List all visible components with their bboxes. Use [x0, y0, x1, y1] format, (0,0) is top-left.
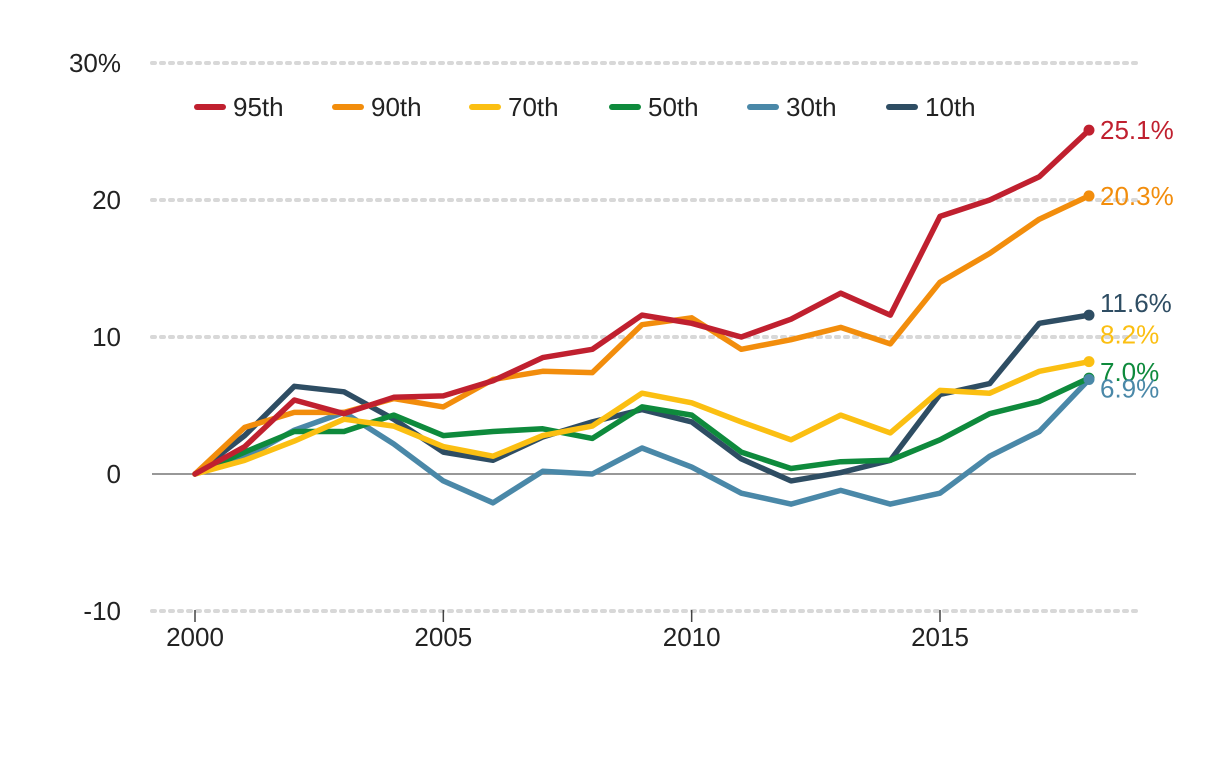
legend-label-95th: 95th: [233, 92, 284, 122]
series-line-70th: [192, 358, 1092, 477]
x-tick-label: 2015: [911, 622, 969, 652]
legend-label-70th: 70th: [508, 92, 559, 122]
y-tick-label: 0: [107, 459, 121, 489]
legend-label-50th: 50th: [648, 92, 699, 122]
end-label-30th: 6.9%: [1100, 373, 1159, 403]
gridlines: [150, 61, 1138, 613]
endpoint-dot-10th: [1083, 309, 1095, 321]
x-tick-label: 2000: [166, 622, 224, 652]
y-tick-label: 10: [92, 322, 121, 352]
endpoint-dot-30th: [1083, 373, 1095, 385]
x-tick-label: 2010: [663, 622, 721, 652]
endpoint-dot-95th: [1083, 124, 1095, 136]
y-axis: 30% 20 10 0 -10: [69, 48, 121, 626]
series-lines: [192, 127, 1092, 507]
legend-label-10th: 10th: [925, 92, 976, 122]
series-line-10th: [192, 312, 1092, 484]
series-line-95th: [192, 127, 1092, 477]
series-line-30th: [192, 376, 1092, 507]
end-label-90th: 20.3%: [1100, 181, 1174, 211]
legend-label-90th: 90th: [371, 92, 422, 122]
series-endpoints: 25.1% 20.3% 8.2% 7.0%6.9% 11.6%: [1083, 115, 1174, 403]
x-tick-label: 2005: [414, 622, 472, 652]
end-label-95th: 25.1%: [1100, 115, 1174, 145]
end-label-10th: 11.6%: [1100, 288, 1172, 318]
end-label-70th: 8.2%: [1100, 320, 1159, 350]
legend: 95th 90th 70th 50th 30th 10th: [194, 92, 976, 122]
endpoint-dot-90th: [1083, 190, 1095, 202]
end-label-50th: 7.0%: [1100, 357, 1159, 387]
x-axis: 2000 2005 2010 2015: [166, 610, 969, 652]
series-line-50th: [192, 375, 1092, 477]
y-tick-label: 30%: [69, 48, 121, 78]
legend-label-30th: 30th: [786, 92, 837, 122]
endpoint-dot-70th: [1083, 356, 1095, 368]
y-tick-label: 20: [92, 185, 121, 215]
y-tick-label: -10: [83, 596, 121, 626]
